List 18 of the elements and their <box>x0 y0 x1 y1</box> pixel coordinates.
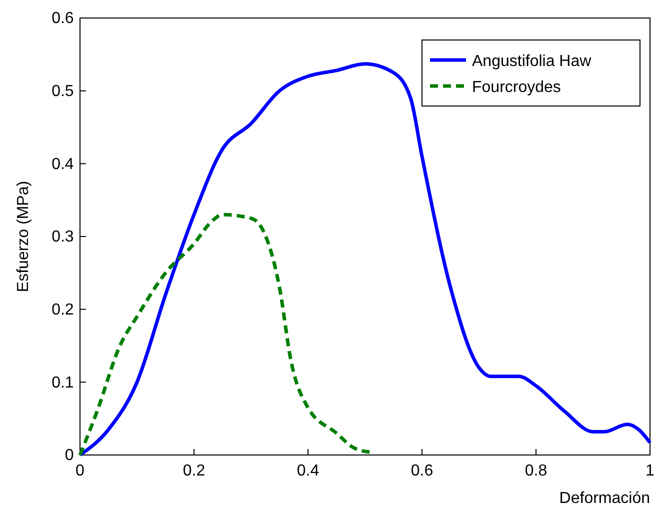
y-tick-label: 0.2 <box>52 301 74 318</box>
y-tick-label: 0.5 <box>52 82 74 100</box>
y-axis-title: Esfuerzo (MPa) <box>15 180 32 292</box>
x-axis-title: Deformación <box>559 490 650 507</box>
y-tick-label: 0.4 <box>52 156 74 173</box>
x-tick-label: 0.2 <box>182 462 206 480</box>
y-tick-label: 0.6 <box>52 10 74 28</box>
line-series <box>78 212 372 457</box>
y-tick-label: 0 <box>64 447 74 464</box>
x-tick-label: 0 <box>76 462 85 480</box>
x-tick-label: 0.4 <box>296 462 320 480</box>
x-tick-label: 0.6 <box>410 462 434 480</box>
y-tick-label: 0.1 <box>52 374 74 392</box>
legend-label: Fourcroydes <box>472 79 561 96</box>
x-tick-label: 1 <box>646 462 655 480</box>
y-tick-label: 0.3 <box>52 228 74 246</box>
x-tick-label: 0.8 <box>524 462 548 480</box>
legend-label: Angustifolia Haw <box>472 53 592 70</box>
